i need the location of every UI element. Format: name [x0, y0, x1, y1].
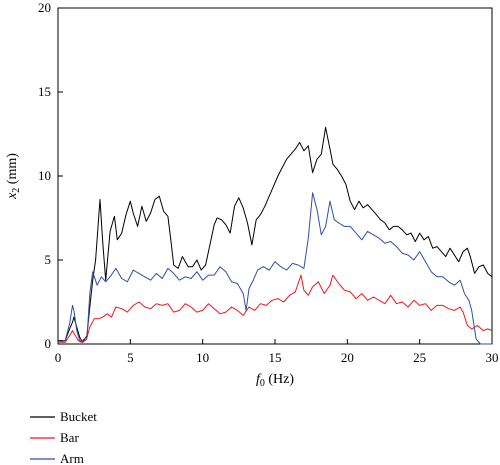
y-tick-label: 5 — [45, 252, 52, 267]
legend-label-arm: Arm — [60, 451, 84, 465]
x-axis-title: f0 (Hz) — [256, 372, 294, 389]
y-axis-title: x2 (mm) — [5, 153, 22, 200]
x-tick-label: 0 — [55, 350, 62, 365]
plot-frame — [57, 7, 493, 345]
y-tick-label: 20 — [38, 0, 51, 15]
legend-label-bar: Bar — [60, 430, 79, 445]
y-tick-label: 15 — [38, 84, 51, 99]
series-line-bucket — [58, 126, 493, 343]
x-tick-label: 30 — [486, 350, 499, 365]
x-tick-label: 20 — [341, 350, 354, 365]
series-layer — [57, 126, 493, 345]
x-tick-label: 10 — [196, 350, 209, 365]
axis-ticks: 0 5 10 15 20 25 30 0 5 10 15 20 — [38, 0, 499, 365]
x-tick-label: 15 — [269, 350, 282, 365]
legend-label-bucket: Bucket — [60, 409, 97, 424]
legend: Bucket Bar Arm — [30, 409, 97, 465]
series-line-bar — [58, 274, 493, 343]
y-tick-label: 0 — [45, 336, 52, 351]
y-tick-label: 10 — [38, 168, 51, 183]
x-tick-label: 5 — [127, 350, 134, 365]
series-line-arm — [57, 192, 492, 345]
x-tick-label: 25 — [413, 350, 426, 365]
